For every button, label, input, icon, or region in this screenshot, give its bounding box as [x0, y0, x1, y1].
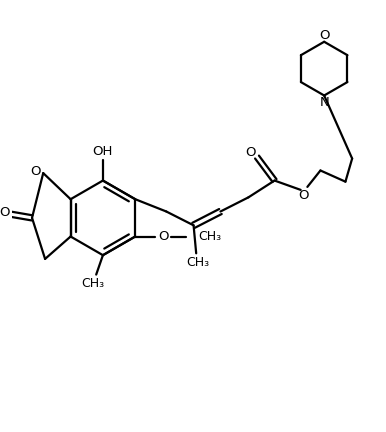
Text: CH₃: CH₃	[81, 277, 104, 290]
Text: O: O	[0, 206, 9, 219]
Text: O: O	[298, 189, 308, 202]
Text: O: O	[158, 230, 169, 243]
Text: N: N	[319, 96, 329, 109]
Text: CH₃: CH₃	[186, 256, 210, 269]
Text: O: O	[30, 165, 40, 178]
Text: O: O	[319, 29, 329, 41]
Text: CH₃: CH₃	[199, 230, 222, 243]
Text: O: O	[245, 146, 256, 159]
Text: OH: OH	[93, 145, 113, 158]
